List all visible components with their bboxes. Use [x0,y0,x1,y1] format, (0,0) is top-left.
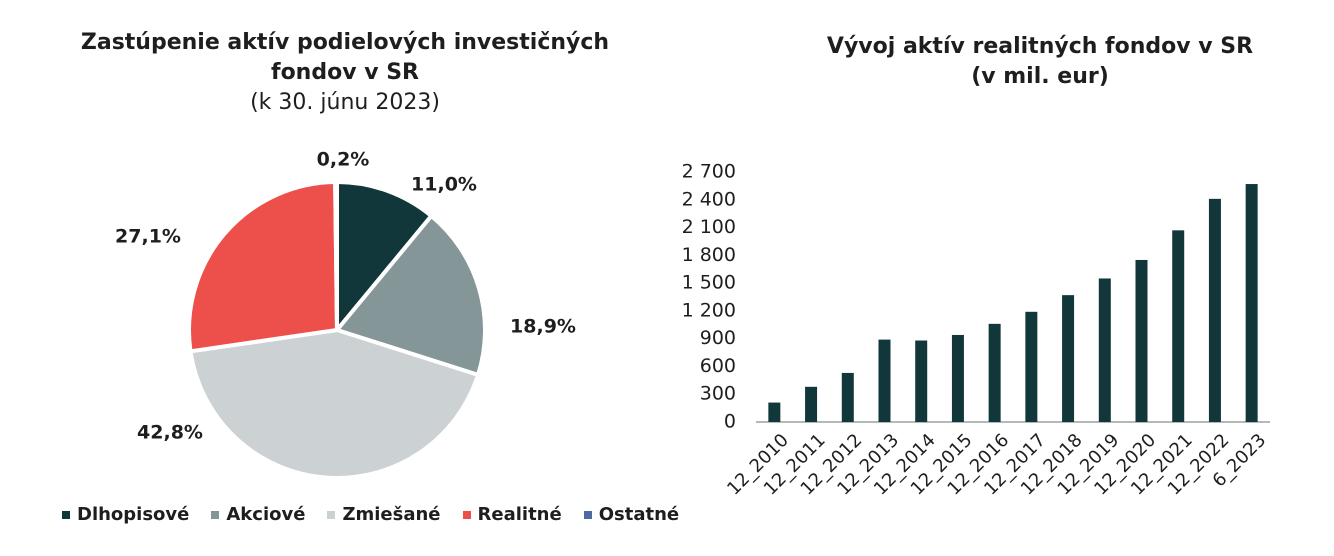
pie-label-akciove: 18,9% [510,316,576,338]
bar-chart: 0 300 600 900 1 200 1 500 1 800 2 100 2 400 2 700… [682,161,1271,500]
pie-chart-title: Zastúpenie aktív podielových investičnýc… [60,28,630,118]
legend-item-ostatne: Ostatné [583,504,680,525]
pie-subtitle: (k 30. júnu 2023) [250,90,440,115]
pie-slice-akciove [335,213,487,377]
bar-12_2016 [988,323,1001,422]
bar-12_2012 [841,372,854,422]
legend-label: Realitné [477,504,562,525]
bar-12_2011 [805,386,818,422]
bar-12_2017 [1025,311,1038,422]
legend-swatch [462,510,471,519]
bar-title-text: Vývoj aktív realitných fondov v SR [826,34,1254,59]
bar-12_2010 [768,402,781,422]
bar-12_2013 [878,339,891,422]
bar-6_2023 [1245,184,1258,422]
bar-12_2014 [915,340,928,422]
legend-label: Zmiešané [342,504,441,525]
pie-label-dlhopisove: 11,0% [411,174,477,196]
bar-chart-title: Vývoj aktív realitných fondov v SR (v mi… [770,32,1310,92]
y-tick-label: 900 [700,327,736,349]
legend-item-zmiesane: Zmiešané [327,504,441,525]
legend-swatch [583,510,592,519]
bar-12_2022 [1208,198,1221,422]
y-tick-label: 300 [700,383,736,405]
pie-slice-ostatne [333,179,339,332]
y-tick-label: 1 500 [682,272,736,294]
legend-label: Akciové [226,504,306,525]
y-tick-label: 600 [700,355,736,377]
pie-slice-dlhopisove [335,180,434,332]
legend-swatch [62,510,70,519]
y-tick-label: 0 [724,411,736,433]
pie-label-ostatne: 0,2% [317,149,370,171]
legend-swatch [327,510,336,519]
y-tick-label: 1 200 [682,299,736,321]
legend-item-akciove: Akciové [211,504,305,525]
bar-12_2021 [1172,230,1185,422]
bar-12_2020 [1135,259,1148,422]
pie-chart: 11,0% 18,9% 42,8% 27,1% 0,2% [115,149,576,480]
bar-subtitle: (v mil. eur) [971,64,1109,89]
legend-item-dlhopisove: Dlhopisové [62,504,189,525]
y-tick-label: 2 400 [682,188,736,210]
pie-slice-realitne [187,180,339,354]
bar-12_2018 [1062,295,1075,422]
y-tick-label: 1 800 [682,244,736,266]
bar-12_2015 [951,334,964,422]
pie-legend: Dlhopisové Akciové Zmiešané Realitné Ostatné [62,504,679,525]
bar-12_2019 [1098,278,1111,422]
legend-item-realitne: Realitné [462,504,562,525]
pie-slice-zmiesane [188,328,481,480]
y-tick-label: 2 700 [682,161,736,183]
pie-label-realitne: 27,1% [115,226,181,248]
pie-label-zmiesane: 42,8% [137,422,203,444]
legend-label: Dlhopisové [77,504,190,525]
legend-label: Ostatné [598,504,680,525]
pie-title-text: Zastúpenie aktív podielových investičnýc… [80,30,610,85]
legend-swatch [211,510,220,519]
y-tick-label: 2 100 [682,216,736,238]
